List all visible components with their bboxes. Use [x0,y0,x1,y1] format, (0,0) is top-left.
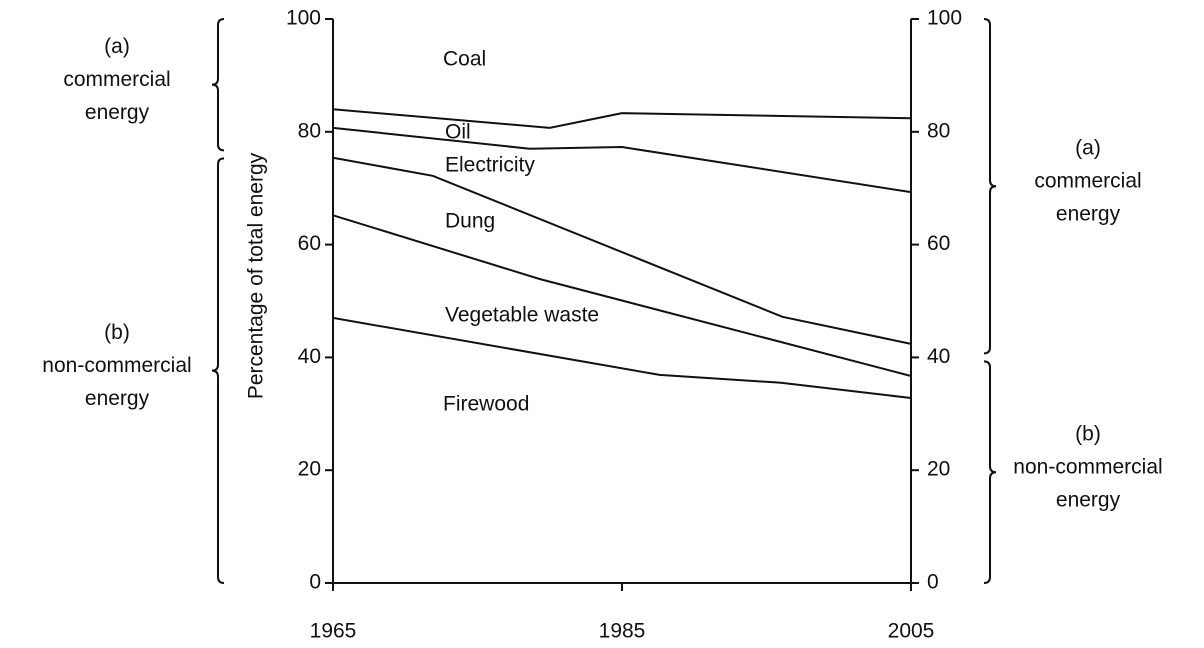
bracket-label: commercial [63,68,170,91]
bracket-label: non-commercial [1013,456,1162,479]
bracket-label: (a) [104,35,130,58]
region-label: Electricity [445,154,535,177]
bracket-label: energy [1056,203,1121,226]
brace [211,157,225,584]
y-tick-label: 100 [286,7,321,30]
bracket-label: (b) [104,321,130,344]
region-label: Oil [445,121,471,144]
boundary-line [332,156,912,345]
x-tick-label: 1965 [310,620,357,643]
region-label: Dung [445,210,495,233]
y-axis-label: Percentage of total energy [245,152,268,399]
y2-tick-label: 0 [927,571,939,594]
y-tick-label: 20 [298,458,321,481]
brace [983,360,997,584]
x-tick-label: 1985 [599,620,646,643]
y-tick-label: 40 [298,345,321,368]
brace [983,18,997,355]
y2-tick-label: 80 [927,119,950,142]
bracket-label: energy [85,387,150,410]
bracket-label: (b) [1075,423,1101,446]
bracket-label: energy [1056,489,1121,512]
bracket-label: non-commercial [42,354,191,377]
boundary-line [332,108,912,129]
y2-tick-label: 20 [927,458,950,481]
boundary-line [332,126,912,194]
boundary-line [332,214,912,377]
bracket-label: energy [85,101,150,124]
y-tick-label: 80 [298,119,321,142]
region-label: Coal [443,48,486,71]
y-tick-label: 0 [309,571,321,594]
bracket-label: commercial [1034,170,1141,193]
boundary-line [332,316,912,400]
brace [211,18,225,152]
y2-tick-label: 100 [927,7,962,30]
y2-tick-label: 60 [927,232,950,255]
x-tick-label: 2005 [888,620,935,643]
region-label: Vegetable waste [445,304,599,327]
y2-tick-label: 40 [927,345,950,368]
bracket-label: (a) [1075,137,1101,160]
region-label: Firewood [443,393,529,416]
y-tick-label: 60 [298,232,321,255]
